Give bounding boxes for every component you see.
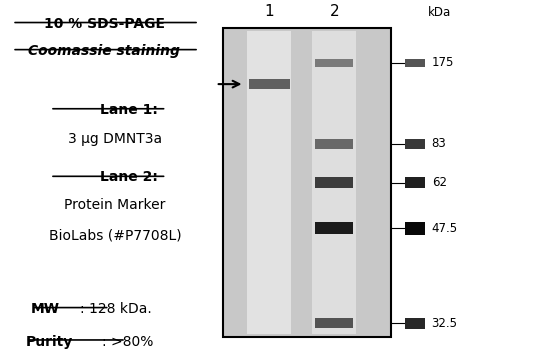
Bar [405,177,425,188]
Text: BioLabs (#P7708L): BioLabs (#P7708L) [49,228,181,242]
Text: Coomassie staining: Coomassie staining [28,44,180,58]
Bar [316,319,353,328]
Text: Purity: Purity [26,335,73,349]
Bar [405,222,425,235]
Text: Lane 2:: Lane 2: [100,170,158,184]
Bar [247,31,292,334]
Bar [316,222,353,234]
Text: 47.5: 47.5 [431,222,458,235]
Bar [312,31,356,334]
Text: : 128 kDa.: : 128 kDa. [80,302,152,316]
Bar [405,318,425,329]
Text: kDa: kDa [428,6,451,19]
Bar [316,177,353,188]
Text: 10 % SDS-PAGE: 10 % SDS-PAGE [44,17,165,31]
Text: 2: 2 [330,4,339,19]
Text: 175: 175 [431,57,454,69]
Text: 62: 62 [431,176,447,189]
Text: 1: 1 [264,4,274,19]
Text: Lane 1:: Lane 1: [100,103,158,117]
Text: : >80%: : >80% [102,335,153,349]
Bar [316,59,353,67]
Bar [249,79,290,89]
Text: 3 μg DMNT3a: 3 μg DMNT3a [68,132,162,145]
Bar [405,59,425,67]
Bar [316,139,353,149]
Text: MW: MW [31,302,60,316]
Text: Protein Marker: Protein Marker [64,198,166,212]
Text: 83: 83 [431,138,447,150]
Bar [405,139,425,149]
Text: 32.5: 32.5 [431,317,458,330]
Bar [223,28,391,337]
